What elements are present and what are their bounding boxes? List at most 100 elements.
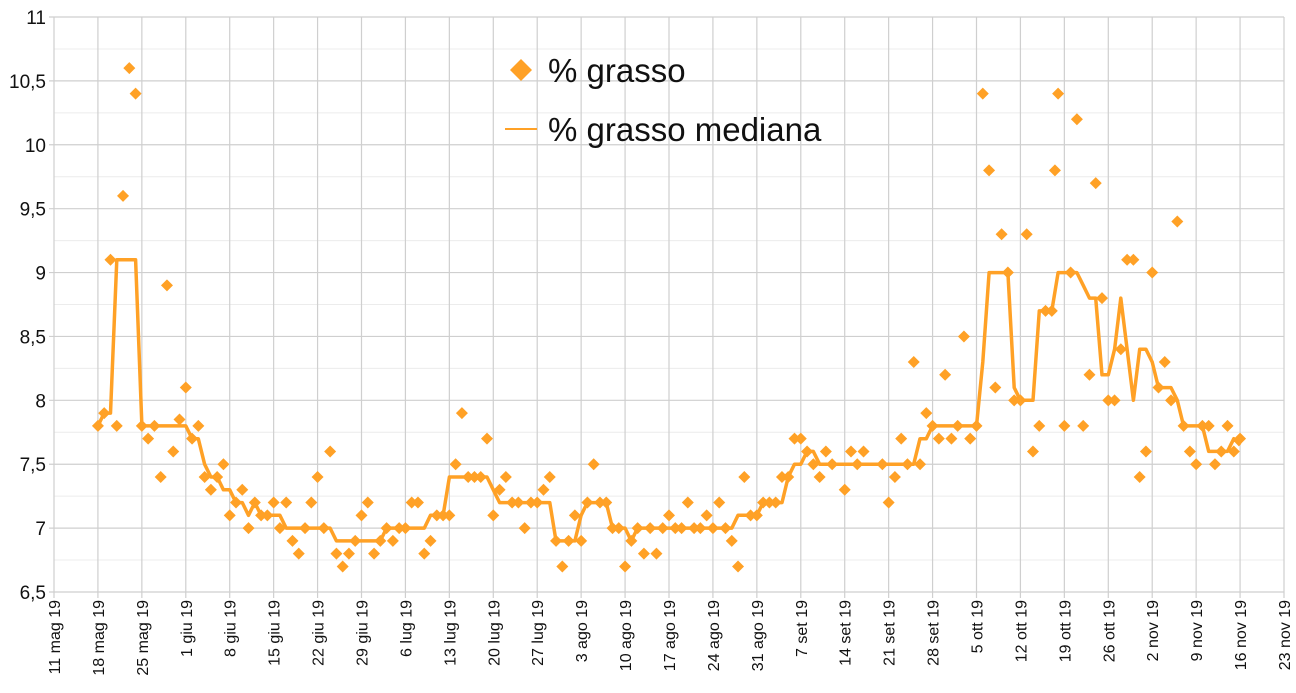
y-tick-label: 7,5 [20, 455, 46, 476]
data-point [499, 471, 512, 483]
data-point [612, 522, 625, 535]
x-tick-label: 8 giu 19 [223, 600, 240, 657]
data-point [481, 432, 494, 445]
data-point [688, 522, 701, 535]
y-tick-label: 9 [35, 264, 46, 285]
data-point [186, 432, 199, 445]
data-point [462, 471, 475, 483]
data-point [819, 445, 832, 458]
data-point [794, 432, 807, 445]
data-point [713, 496, 726, 509]
data-point [719, 522, 732, 535]
data-point [236, 483, 249, 496]
data-point [1215, 445, 1228, 458]
data-point [330, 547, 343, 560]
data-point [1008, 394, 1021, 407]
x-tick-label: 13 lug 19 [442, 600, 459, 666]
data-point [650, 547, 663, 560]
data-point [1146, 266, 1159, 279]
data-point [229, 496, 242, 509]
data-point [468, 471, 481, 483]
data-point [474, 471, 487, 483]
x-tick-label: 19 ott 19 [1057, 600, 1074, 662]
data-point [160, 279, 173, 292]
data-point [1221, 419, 1234, 432]
data-point [706, 522, 719, 535]
data-point [945, 432, 958, 445]
data-point [857, 445, 870, 458]
data-point [775, 471, 788, 483]
data-point [380, 522, 393, 535]
data-point [932, 432, 945, 445]
data-point [1020, 228, 1033, 241]
data-point [625, 534, 638, 547]
x-tick-label: 2 nov 19 [1145, 600, 1162, 661]
data-point [405, 496, 418, 509]
x-tick-label: 7 set 19 [794, 600, 811, 657]
data-point [1070, 113, 1083, 126]
data-point [167, 445, 180, 458]
data-point [399, 522, 412, 535]
x-tick-label: 9 nov 19 [1189, 600, 1206, 661]
data-point [261, 509, 274, 522]
x-tick-label: 25 mag 19 [135, 600, 152, 676]
x-tick-label: 11 mag 19 [47, 600, 64, 675]
data-point [437, 509, 450, 522]
data-point [757, 496, 770, 509]
x-tick-label: 16 nov 19 [1233, 600, 1250, 670]
data-point [487, 509, 500, 522]
data-point [286, 534, 299, 547]
data-point [920, 407, 933, 420]
data-point [349, 534, 362, 547]
data-point [851, 458, 864, 471]
data-point [763, 496, 776, 509]
data-point [98, 407, 111, 420]
data-point [575, 534, 588, 547]
data-point [644, 522, 657, 535]
data-point [1114, 343, 1127, 356]
data-point [1177, 419, 1190, 432]
data-point [1202, 419, 1215, 432]
x-tick-label: 21 set 19 [882, 600, 899, 666]
x-tick-label: 5 ott 19 [970, 600, 987, 653]
data-point [324, 445, 337, 458]
x-tick-label: 10 ago 19 [618, 600, 635, 671]
data-point [1077, 419, 1090, 432]
x-tick-label: 18 mag 19 [91, 600, 108, 676]
data-point [1102, 394, 1115, 407]
data-point [637, 547, 650, 560]
data-point [788, 432, 801, 445]
data-point [311, 471, 324, 483]
x-tick-label: 29 giu 19 [355, 600, 372, 666]
x-tick-label: 23 nov 19 [1277, 600, 1294, 670]
data-point [750, 509, 763, 522]
data-point [1152, 381, 1165, 394]
x-axis: 11 mag 19 18 mag 19 25 mag 19 1 giu 19 8 giu… [47, 600, 1294, 676]
data-point [1208, 458, 1221, 471]
x-tick-label: 6 lug 19 [398, 600, 415, 657]
data-point [1001, 266, 1014, 279]
data-point [882, 496, 895, 509]
data-point [838, 483, 851, 496]
y-tick-label: 11 [26, 8, 46, 29]
data-point [976, 87, 989, 100]
data-point [154, 471, 167, 483]
data-point [374, 534, 387, 547]
data-point [951, 419, 964, 432]
data-point [1234, 432, 1247, 445]
x-tick-label: 28 set 19 [926, 600, 943, 666]
y-tick-label: 8,5 [20, 327, 46, 348]
data-point [1121, 253, 1134, 266]
data-point [292, 547, 305, 560]
data-point [173, 413, 186, 426]
data-point [518, 522, 531, 535]
data-point [813, 471, 826, 483]
legend: % grasso % grasso mediana [505, 52, 822, 148]
x-tick-label: 20 lug 19 [486, 600, 503, 666]
data-point [317, 522, 330, 535]
data-point [562, 534, 575, 547]
data-point [242, 522, 255, 535]
legend-label-scatter: % grasso [548, 52, 686, 89]
x-tick-label: 17 ago 19 [662, 600, 679, 671]
